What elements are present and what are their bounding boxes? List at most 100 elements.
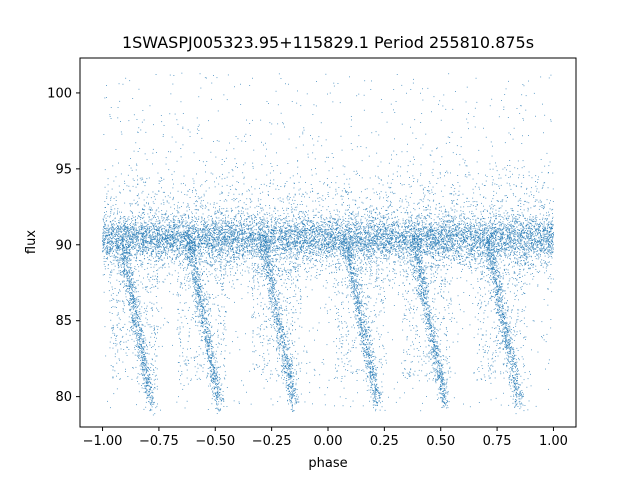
data-point — [392, 235, 393, 237]
data-point — [537, 233, 539, 235]
data-point — [515, 230, 516, 231]
data-point — [227, 233, 229, 234]
data-point — [249, 253, 251, 255]
data-point — [238, 257, 240, 258]
data-point — [124, 216, 126, 217]
data-point — [243, 220, 245, 222]
data-point — [382, 249, 383, 251]
data-point — [410, 219, 412, 221]
data-point — [230, 234, 232, 236]
data-point — [494, 238, 496, 240]
data-point — [370, 242, 372, 244]
data-point — [261, 276, 263, 278]
data-point — [169, 226, 171, 228]
data-point — [355, 213, 357, 215]
data-point — [377, 223, 379, 225]
data-point — [514, 221, 515, 223]
data-point — [489, 168, 491, 170]
data-point — [182, 240, 184, 242]
data-point — [398, 255, 400, 256]
data-point — [541, 245, 543, 246]
data-point — [274, 223, 276, 225]
data-point — [105, 236, 106, 238]
data-point — [108, 230, 110, 232]
data-point — [415, 230, 417, 232]
data-point — [170, 240, 172, 241]
data-point — [168, 250, 170, 251]
data-point — [337, 255, 339, 257]
data-point — [105, 225, 107, 227]
data-point — [376, 251, 378, 253]
data-point — [225, 225, 227, 227]
data-point — [473, 223, 475, 225]
data-point — [251, 228, 253, 229]
data-point — [246, 266, 248, 268]
data-point — [446, 264, 447, 266]
data-point — [442, 196, 444, 197]
data-point — [332, 245, 333, 247]
data-point — [404, 243, 406, 244]
data-point — [306, 230, 308, 232]
data-point — [366, 197, 368, 199]
data-point — [471, 256, 473, 258]
data-point — [150, 230, 152, 232]
data-point — [422, 267, 424, 269]
data-point — [247, 270, 249, 272]
data-point — [449, 255, 450, 257]
data-point — [229, 231, 231, 233]
data-point — [274, 241, 275, 243]
data-point — [310, 231, 312, 233]
data-point — [402, 237, 403, 238]
data-point — [389, 233, 391, 235]
data-point — [369, 278, 371, 280]
data-point — [540, 230, 541, 232]
data-point — [122, 249, 124, 251]
data-point — [167, 236, 169, 238]
data-point — [383, 287, 384, 289]
data-point — [354, 217, 356, 219]
data-point — [495, 235, 497, 237]
data-point — [326, 245, 328, 247]
data-point — [543, 207, 545, 209]
data-point — [444, 252, 446, 253]
data-point — [546, 253, 548, 254]
data-point — [325, 237, 327, 239]
data-point — [184, 223, 186, 225]
data-point — [160, 226, 162, 227]
data-point — [348, 229, 350, 231]
data-point — [263, 232, 265, 234]
data-point — [514, 226, 515, 228]
data-point — [242, 233, 244, 235]
data-point — [286, 220, 288, 222]
data-point — [255, 238, 256, 240]
data-point — [162, 265, 164, 267]
data-point — [550, 247, 552, 249]
data-point — [383, 223, 385, 225]
data-point — [167, 242, 169, 244]
data-point — [460, 229, 462, 231]
data-point — [337, 239, 339, 240]
data-point — [395, 231, 397, 232]
data-point — [372, 254, 374, 256]
data-point — [398, 227, 399, 229]
data-point — [141, 250, 143, 252]
data-point — [381, 243, 382, 245]
data-point — [181, 223, 183, 225]
data-point — [112, 230, 114, 232]
data-point — [229, 243, 230, 245]
data-point — [164, 232, 166, 234]
data-point — [199, 246, 201, 248]
data-point — [166, 247, 168, 249]
data-point — [286, 256, 288, 258]
data-point — [405, 247, 406, 249]
data-point — [552, 201, 554, 202]
data-point — [266, 255, 268, 257]
data-point — [399, 250, 401, 252]
data-point — [288, 202, 290, 204]
data-point — [508, 239, 510, 241]
data-point — [304, 225, 306, 226]
data-point — [376, 225, 378, 227]
data-point — [139, 230, 140, 232]
data-point — [285, 246, 286, 248]
data-point — [144, 255, 145, 257]
